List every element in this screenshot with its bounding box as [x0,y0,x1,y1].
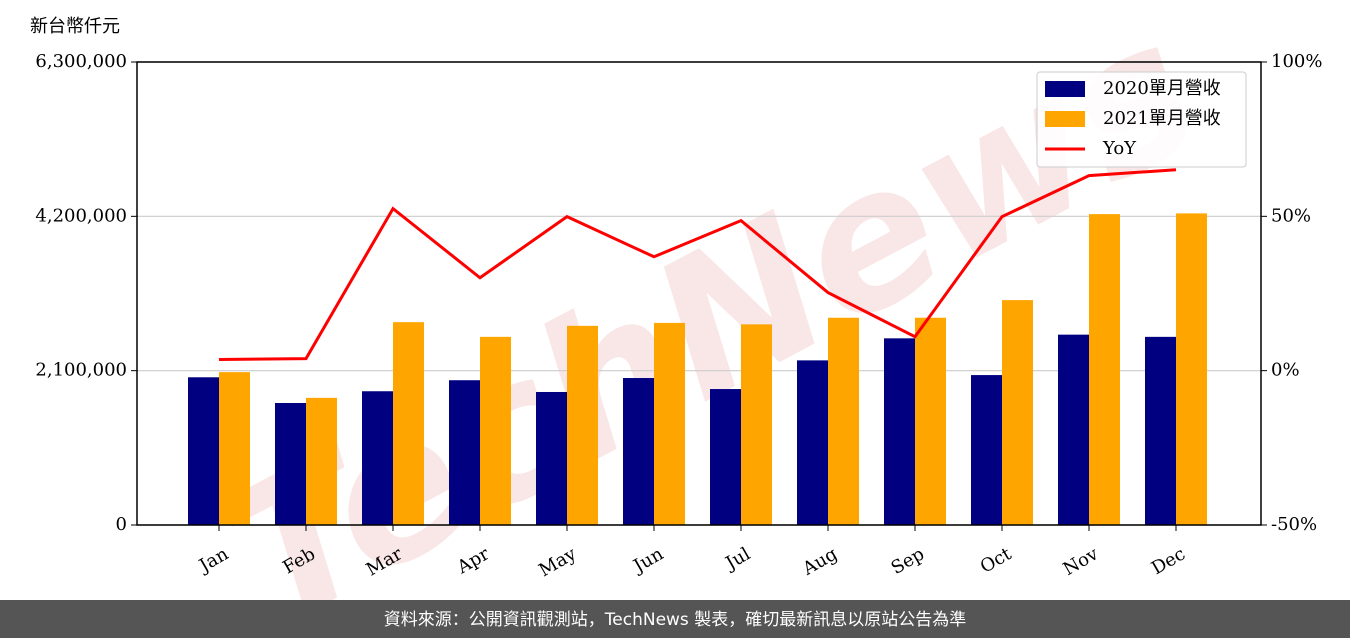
x-tick-label: Jan [194,543,232,577]
bar [741,324,772,525]
x-tick-label: Nov [1060,543,1103,580]
bar [567,325,598,525]
y2-tick-label: 100% [1271,51,1322,72]
x-tick-label: Sep [888,543,928,578]
footer [0,600,1350,638]
bar [915,317,946,525]
bar [828,317,859,525]
bar [1089,214,1120,525]
legend: 2020單月營收 2021單月營收 YoY [1036,71,1247,168]
bar [1176,213,1207,525]
bar [710,389,741,525]
bar [188,377,219,525]
legend-box [1036,71,1247,168]
bar [480,336,511,525]
bar [449,380,480,525]
y2-tick-label: -50% [1271,514,1317,535]
bar [393,322,424,525]
legend-label: 2021單月營收 [1103,108,1221,129]
y-axis-label: 新台幣仟元 [30,16,120,37]
x-tick-label: Oct [977,543,1016,578]
legend-swatch [1045,111,1085,127]
bar [362,391,393,525]
source-note: 資料來源：公開資訊觀測站，TechNews 製表，確切最新訊息以原站公告為準 [384,610,966,630]
x-tick-label: May [535,543,580,581]
line [218,168,1177,362]
bar [1058,334,1089,525]
legend-label: 2020單月營收 [1103,78,1221,99]
x-tick-label: Dec [1148,543,1189,579]
y-tick-label: 2,100,000 [35,360,127,381]
y-tick-label: 6,300,000 [35,51,127,72]
bar [219,372,250,525]
bar [1002,300,1033,525]
x-tick-label: Jul [720,543,754,575]
bar [275,403,306,525]
bar [306,397,337,525]
bar [536,391,567,525]
y2-tick-label: 0% [1271,360,1300,381]
bar [1145,336,1176,525]
y-tick-label: 0 [116,514,127,535]
y-tick-label: 4,200,000 [35,205,127,226]
legend-swatch [1045,81,1085,97]
plot-frame [136,61,1262,526]
bar [797,360,828,525]
bar [971,375,1002,525]
bar [623,378,654,525]
legend-label: YoY [1102,138,1137,159]
bar [654,322,685,525]
x-tick-label: Jun [628,543,667,578]
x-tick-label: Aug [798,543,841,580]
bar [884,338,915,525]
y2-tick-label: 50% [1271,205,1311,226]
